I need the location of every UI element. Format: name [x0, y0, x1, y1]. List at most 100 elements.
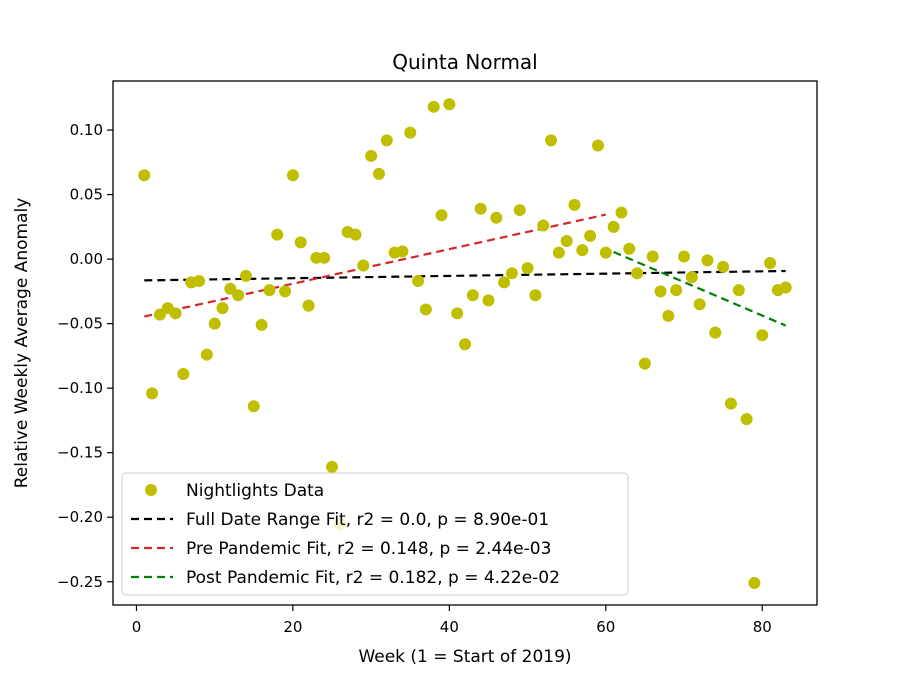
y-tick-label: −0.05 [57, 315, 103, 333]
data-point [685, 271, 698, 284]
data-point [537, 219, 550, 232]
y-tick-label: −0.10 [57, 379, 103, 397]
x-tick-label: 60 [596, 618, 615, 636]
data-point [412, 275, 425, 288]
y-axis-label: Relative Weekly Average Anomaly [12, 198, 32, 489]
legend-entries: Nightlights Data Full Date Range Fit, r2 … [131, 481, 560, 588]
data-point [521, 262, 534, 275]
data-point [263, 284, 276, 297]
y-tick-label: 0.00 [70, 250, 103, 268]
data-point [568, 198, 581, 211]
y-tick-label: 0.05 [70, 186, 103, 204]
data-point [239, 269, 252, 282]
data-point [654, 285, 667, 298]
legend-label: Full Date Range Fit, r2 = 0.0, p = 8.90e… [186, 510, 549, 530]
data-point [208, 317, 221, 330]
data-point [513, 204, 526, 217]
data-point [200, 348, 213, 361]
y-tick-label: −0.25 [57, 573, 103, 591]
x-axis: 0 20 40 60 80 [132, 605, 772, 636]
legend: Nightlights Data Full Date Range Fit, r2 … [121, 472, 629, 596]
data-point [701, 254, 714, 267]
data-point [404, 126, 417, 139]
data-point [372, 167, 385, 180]
data-point [678, 250, 691, 263]
data-point [318, 251, 331, 264]
pre-pandemic-fit-line [144, 213, 607, 318]
post-pandemic-fit-line [613, 250, 787, 327]
data-point [459, 338, 471, 351]
data-point [756, 329, 769, 342]
data-point [490, 211, 503, 224]
data-point [216, 302, 229, 315]
data-point [138, 169, 151, 182]
data-point [279, 285, 292, 298]
data-point [724, 397, 737, 410]
data-point [435, 209, 448, 222]
legend-box [121, 472, 629, 596]
data-point [357, 259, 370, 272]
data-point [474, 202, 487, 215]
x-axis-label: Week (1 = Start of 2019) [358, 647, 571, 667]
y-tick-label: 0.10 [70, 121, 103, 139]
data-point [615, 206, 628, 219]
legend-label: Pre Pandemic Fit, r2 = 0.148, p = 2.44e-… [186, 539, 551, 559]
data-point [505, 267, 518, 280]
data-point [396, 245, 409, 258]
data-points [138, 98, 792, 590]
data-point [623, 242, 636, 255]
legend-entry-full-fit: Full Date Range Fit, r2 = 0.0, p = 8.90e… [131, 510, 549, 530]
chart-title: Quinta Normal [392, 50, 537, 74]
data-point [560, 235, 573, 248]
data-point [779, 281, 792, 294]
data-point [482, 294, 495, 307]
data-point [169, 307, 182, 320]
data-point [552, 246, 565, 259]
legend-marker [145, 484, 157, 496]
x-tick-label: 80 [753, 618, 772, 636]
data-point [271, 228, 284, 241]
data-point [146, 387, 159, 400]
legend-entry-pre-fit: Pre Pandemic Fit, r2 = 0.148, p = 2.44e-… [131, 539, 551, 559]
data-point [177, 367, 190, 380]
data-point [740, 413, 753, 426]
data-point [529, 289, 542, 302]
x-tick-label: 0 [132, 618, 142, 636]
data-point [638, 357, 651, 370]
data-point [498, 276, 511, 289]
x-tick-label: 20 [283, 618, 302, 636]
legend-label: Nightlights Data [186, 481, 324, 501]
legend-entry-nightlights: Nightlights Data [145, 481, 324, 501]
y-axis: −0.25 −0.20 −0.15 −0.10 −0.05 0.00 0.05 0.10 [57, 121, 113, 591]
data-point [466, 289, 479, 302]
plot-frame [112, 80, 818, 606]
data-point [302, 299, 315, 312]
data-point [247, 400, 260, 413]
data-point [576, 244, 589, 257]
data-point [709, 326, 722, 339]
data-point [451, 307, 464, 320]
data-point [662, 309, 675, 322]
y-tick-label: −0.15 [57, 444, 103, 462]
data-point [545, 134, 558, 147]
legend-entry-post-fit: Post Pandemic Fit, r2 = 0.182, p = 4.22e… [131, 568, 560, 588]
data-point [693, 298, 706, 311]
data-point [584, 229, 597, 242]
legend-label: Post Pandemic Fit, r2 = 0.182, p = 4.22e… [186, 568, 560, 588]
data-point [427, 100, 440, 113]
data-point [646, 250, 659, 263]
data-point [326, 460, 339, 473]
data-point [232, 289, 245, 302]
data-point [419, 303, 432, 316]
data-point [365, 149, 378, 162]
data-point [294, 236, 307, 249]
data-point [670, 284, 683, 297]
data-point [764, 256, 777, 269]
y-tick-label: −0.20 [57, 508, 103, 526]
data-point [255, 318, 268, 331]
data-point [591, 139, 604, 152]
data-point [631, 267, 644, 280]
data-point [349, 228, 362, 241]
data-point [443, 98, 456, 111]
